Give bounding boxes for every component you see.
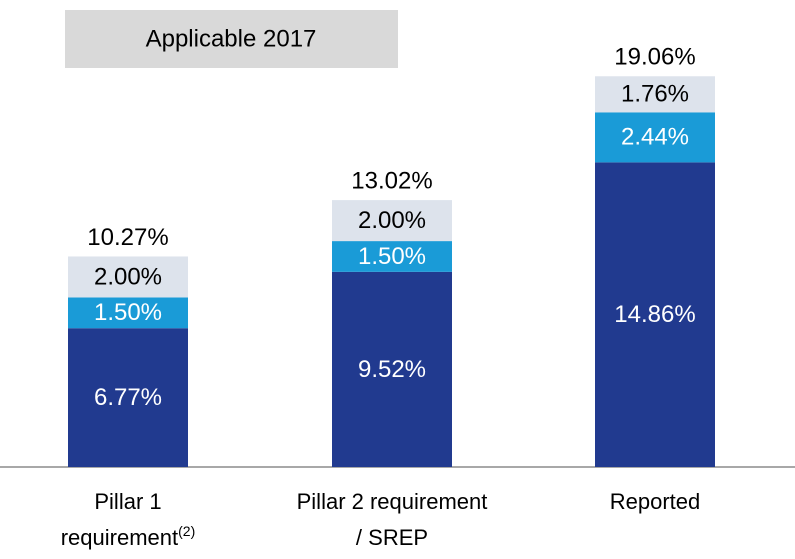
bar-segment — [595, 76, 715, 113]
total-label: 19.06% — [614, 44, 695, 71]
value-label: 14.86% — [614, 301, 695, 328]
bar-segment — [68, 328, 188, 467]
value-label: 1.76% — [621, 81, 689, 108]
value-label: 2.00% — [358, 207, 426, 234]
total-label: 13.02% — [351, 167, 432, 194]
value-label: 1.50% — [358, 243, 426, 270]
value-label: 9.52% — [358, 356, 426, 383]
value-label: 6.77% — [94, 384, 162, 411]
total-label: 10.27% — [87, 224, 168, 251]
bar-segment — [595, 112, 715, 163]
bar-segment — [332, 200, 452, 242]
value-label: 1.50% — [94, 299, 162, 326]
annotation-box — [65, 10, 398, 68]
bar-segment — [68, 256, 188, 298]
value-label: 2.44% — [621, 124, 689, 151]
bar-segment — [68, 297, 188, 329]
x-tick-label: Pillar 1 requirement(2) — [61, 489, 196, 550]
bar-segment — [595, 162, 715, 467]
x-tick-label: Pillar 2 requirement / SREP — [297, 489, 488, 550]
x-tick-label: Reported — [610, 489, 701, 514]
bar-segment — [332, 241, 452, 272]
value-label: 2.00% — [94, 263, 162, 290]
bar-segment — [332, 271, 452, 467]
annotation: Applicable 2017 — [146, 25, 317, 52]
